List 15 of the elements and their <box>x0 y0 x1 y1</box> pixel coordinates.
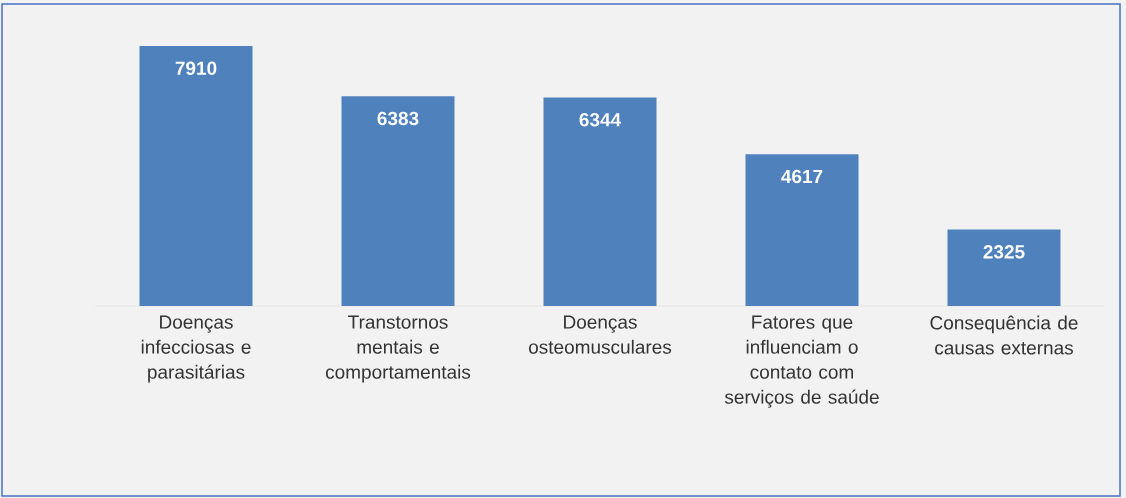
bar <box>543 97 657 306</box>
bar <box>947 229 1061 306</box>
data-label: 7910 <box>175 61 217 75</box>
data-label: 4617 <box>781 169 823 184</box>
bar <box>745 154 859 306</box>
x-tick-label: Doenças infecciosas e parasitárias <box>141 315 251 383</box>
data-label: 6344 <box>579 113 622 127</box>
data-label: 6383 <box>377 111 419 126</box>
bar <box>139 46 253 306</box>
data-label: 2325 <box>983 245 1025 259</box>
x-tick-label: Consequência de causas externas <box>930 315 1078 355</box>
x-tick-label: Fatores que influenciam o contato com serviços de saúde <box>724 315 879 408</box>
bar <box>341 96 455 306</box>
x-tick-label: Doenças osteomusculares <box>528 315 672 354</box>
x-tick-label: Transtornos mentais e comportamentais <box>325 315 471 383</box>
